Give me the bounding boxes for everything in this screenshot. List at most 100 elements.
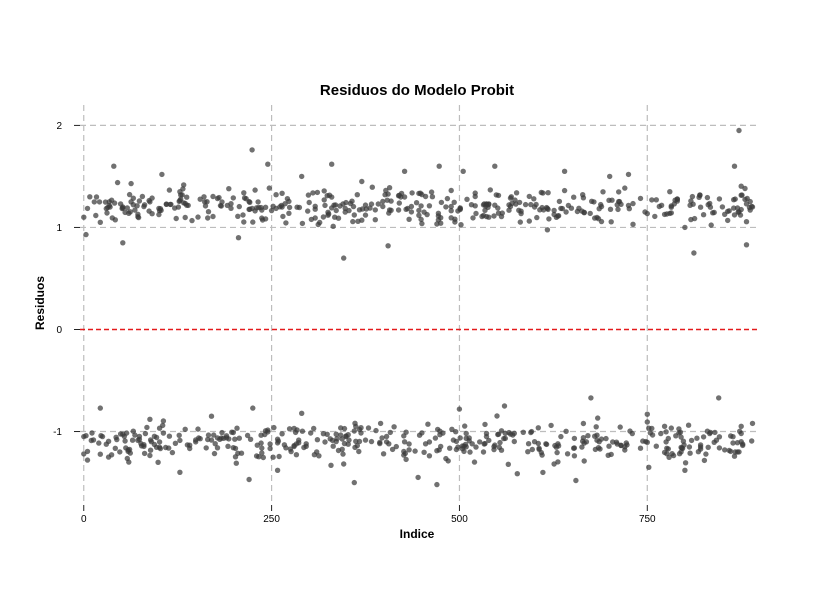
residual-point <box>688 437 695 444</box>
residual-point <box>98 433 104 439</box>
residual-point <box>104 210 110 216</box>
residual-point <box>234 425 240 431</box>
residual-point <box>160 430 167 436</box>
residual-point <box>731 453 738 459</box>
residual-point <box>734 440 741 446</box>
residual-point <box>125 448 131 455</box>
residual-point <box>114 436 120 443</box>
residual-point <box>644 439 650 445</box>
residual-point <box>341 461 347 467</box>
residual-point <box>377 439 383 446</box>
residual-point <box>205 432 212 438</box>
residual-point <box>380 198 386 205</box>
residual-point <box>276 453 282 460</box>
residual-point <box>177 469 183 475</box>
residual-point <box>644 210 650 217</box>
residual-point <box>291 425 297 432</box>
residual-point <box>426 203 433 209</box>
residual-point <box>195 214 201 220</box>
residual-point <box>380 451 387 457</box>
residual-point <box>561 187 568 194</box>
residual-point <box>610 439 616 445</box>
residual-point <box>332 202 339 208</box>
residual-point <box>563 209 569 215</box>
residual-point <box>506 207 512 213</box>
residual-point <box>470 215 476 221</box>
residual-point <box>359 206 366 212</box>
residual-point <box>365 425 372 431</box>
residual-point <box>321 197 327 203</box>
residual-point <box>436 447 442 453</box>
residual-point <box>708 222 714 228</box>
residual-point <box>740 442 746 449</box>
residual-point <box>438 199 445 206</box>
residual-point <box>236 435 242 441</box>
residual-point <box>608 451 614 458</box>
residual-point <box>479 213 485 220</box>
residual-point <box>328 462 334 468</box>
residual-point <box>622 185 628 191</box>
residual-point <box>114 179 121 186</box>
residual-point <box>132 207 138 213</box>
residual-point <box>473 444 479 450</box>
residual-point <box>108 452 115 458</box>
residual-point <box>587 210 593 217</box>
residual-point <box>731 163 738 169</box>
residual-point <box>299 173 305 180</box>
residual-point <box>735 209 741 215</box>
residual-point <box>691 250 697 256</box>
residual-point <box>321 188 327 194</box>
residual-point <box>393 443 399 450</box>
residual-point <box>286 426 293 432</box>
residual-point <box>509 200 515 206</box>
residual-point <box>700 434 707 440</box>
residual-point <box>676 451 683 457</box>
residual-point <box>373 427 379 434</box>
residual-point <box>362 212 369 218</box>
residual-point <box>419 220 425 227</box>
residual-point <box>600 189 606 195</box>
residual-point <box>156 439 163 445</box>
residual-point <box>404 205 411 212</box>
residual-point <box>738 423 744 429</box>
residual-point <box>656 203 662 210</box>
residual-point <box>320 431 327 437</box>
residual-point <box>436 163 442 169</box>
residual-point <box>543 204 550 211</box>
residual-point <box>462 441 469 448</box>
residual-point <box>320 214 327 220</box>
residual-point <box>697 204 704 210</box>
residual-point <box>136 198 143 204</box>
x-tick-label: 750 <box>639 514 656 525</box>
residual-point <box>608 219 614 225</box>
residual-point <box>603 435 609 442</box>
residual-point <box>351 479 357 486</box>
residual-point <box>625 202 632 209</box>
residual-point <box>689 193 696 200</box>
residual-point <box>618 201 624 207</box>
residual-point <box>554 449 560 456</box>
residual-point <box>571 453 578 459</box>
residual-point <box>156 425 163 431</box>
residual-point <box>571 435 578 442</box>
residual-point <box>663 439 669 445</box>
residual-point <box>203 445 209 451</box>
residual-point <box>482 207 488 213</box>
residual-point <box>637 195 644 202</box>
residual-point <box>520 429 526 435</box>
residual-point <box>555 213 561 219</box>
residual-point <box>564 451 571 457</box>
residual-point <box>230 195 236 201</box>
residual-point <box>173 215 179 222</box>
residual-point <box>483 213 490 220</box>
residual-point <box>383 433 390 440</box>
residual-point <box>181 182 187 188</box>
residual-point <box>128 180 134 187</box>
residual-point <box>658 430 664 437</box>
residual-point <box>691 215 698 222</box>
residual-point <box>536 445 542 451</box>
residual-point <box>235 213 241 219</box>
residual-point <box>719 204 726 210</box>
residual-point <box>473 210 479 217</box>
residual-point <box>401 168 408 174</box>
